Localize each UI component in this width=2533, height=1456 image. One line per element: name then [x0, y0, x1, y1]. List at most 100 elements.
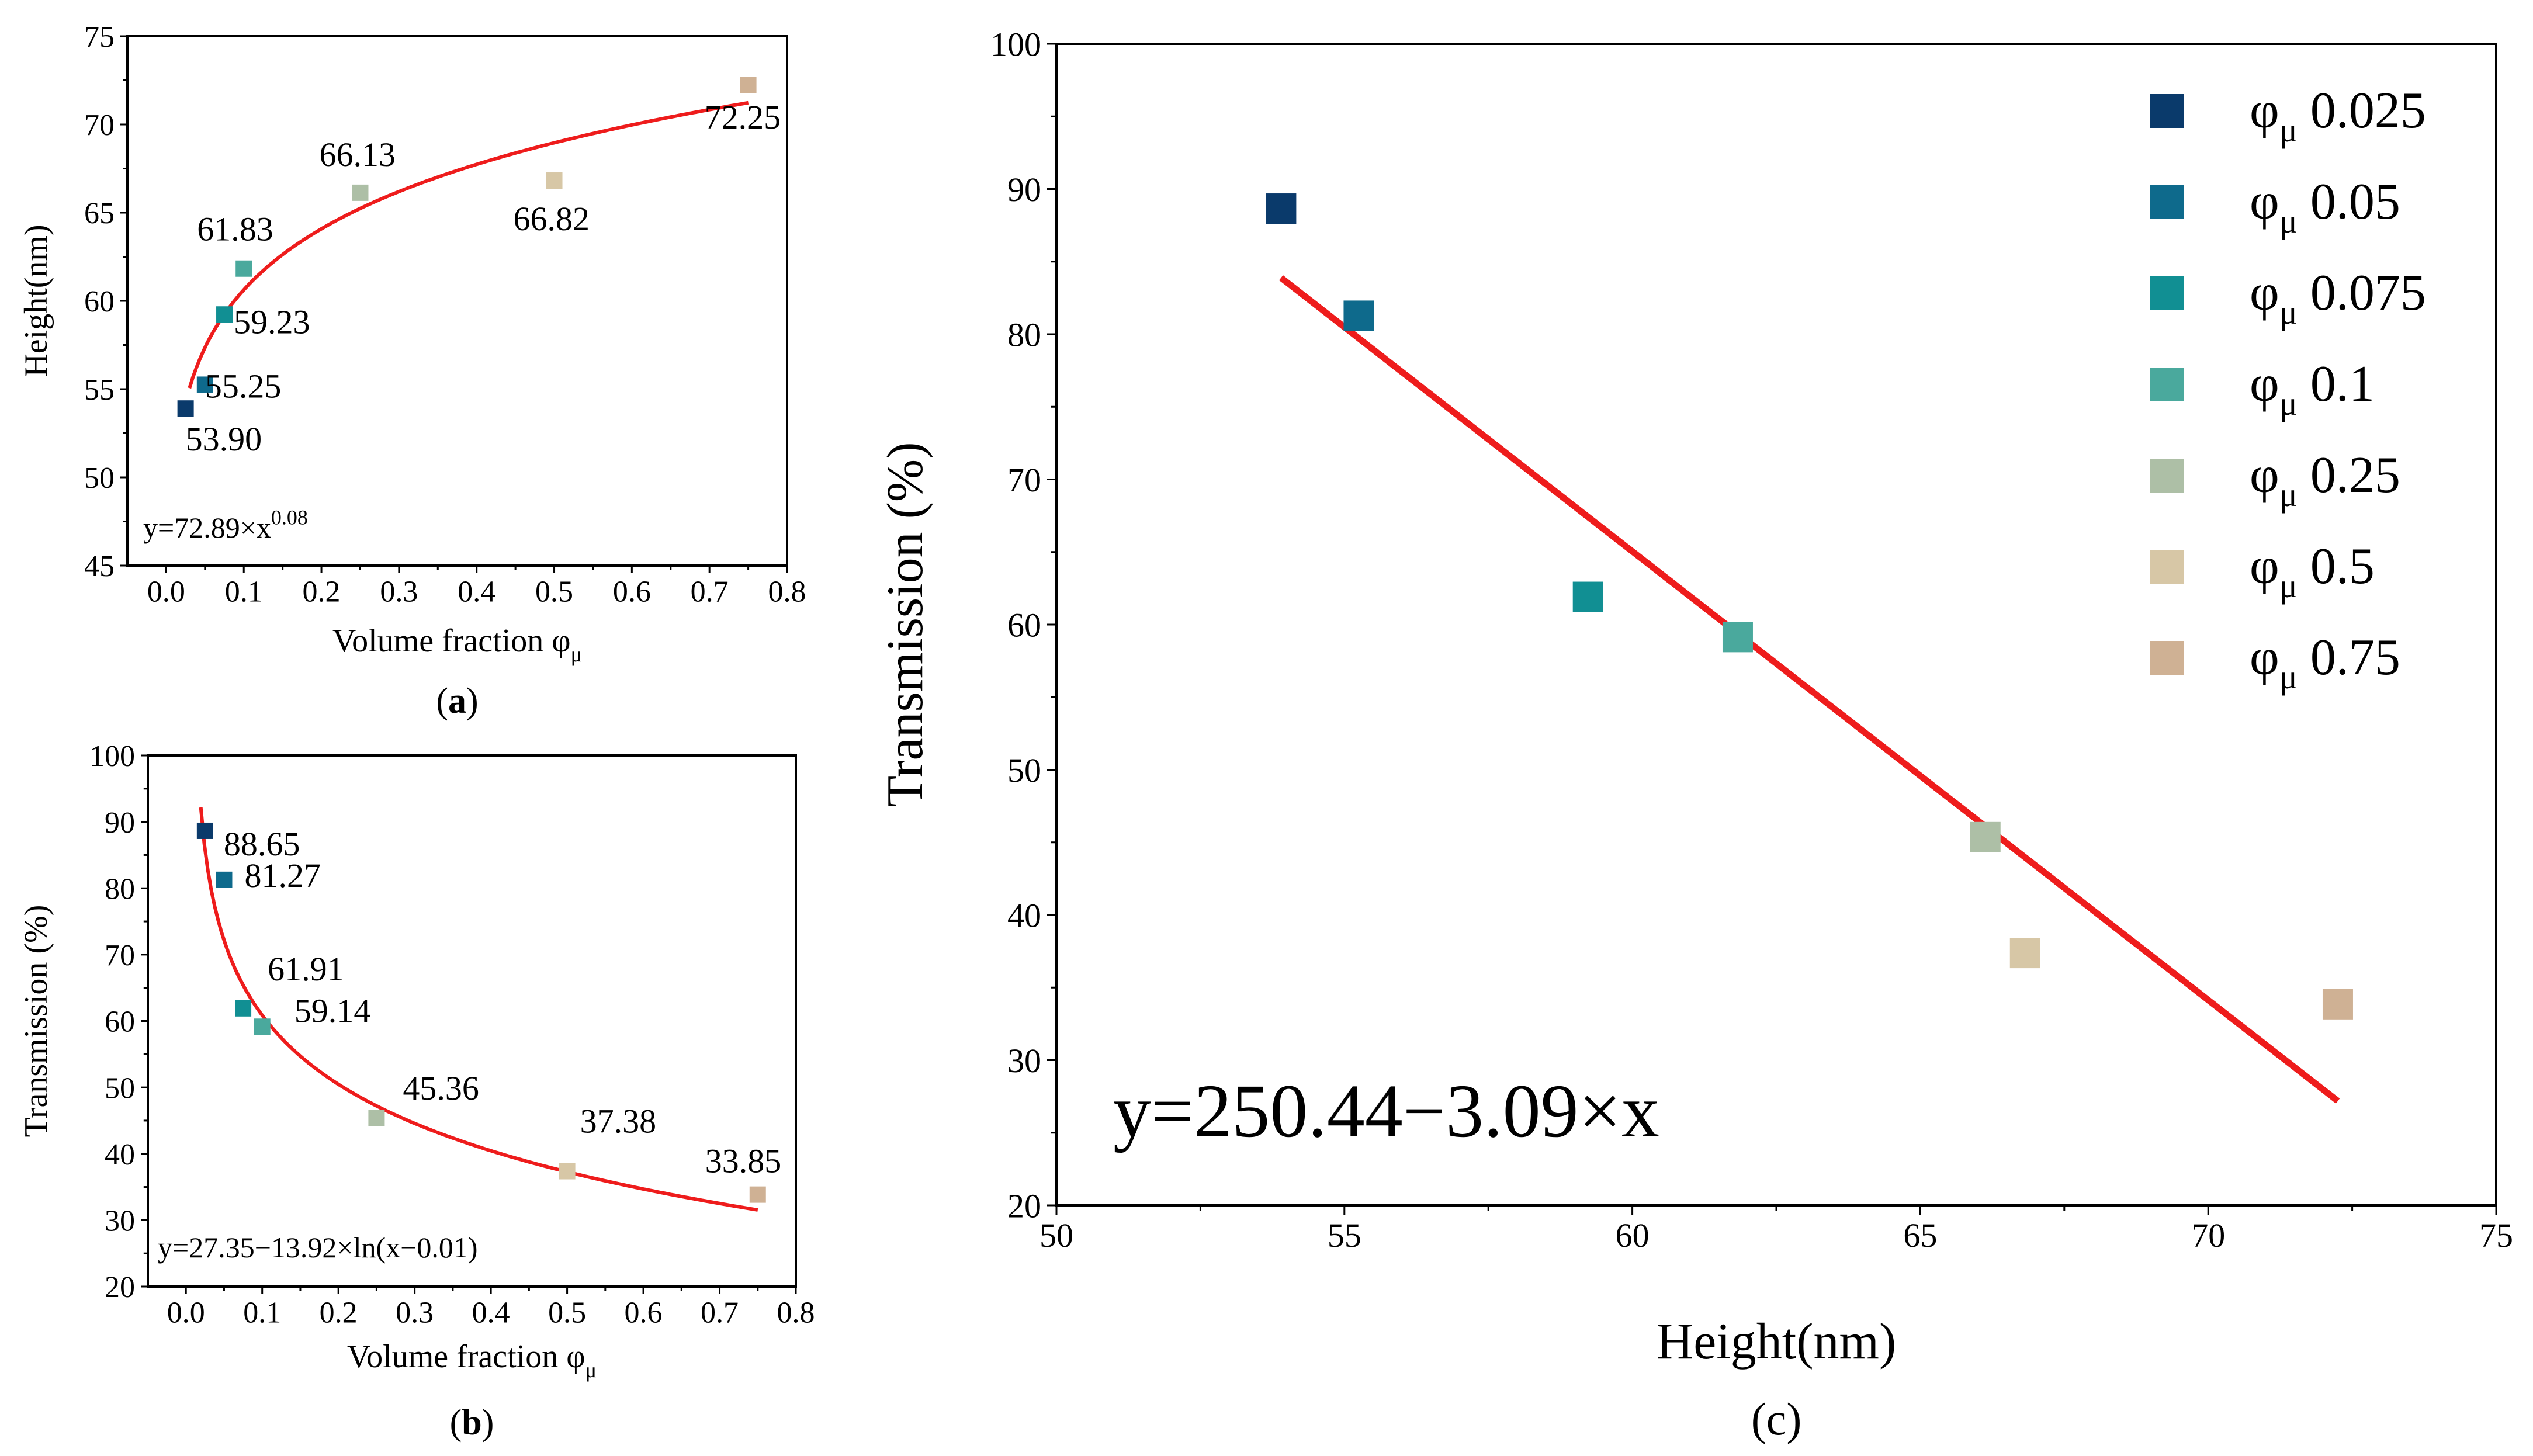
x-tick-label: 0.7 [701, 1296, 739, 1329]
x-tick-label: 50 [1039, 1216, 1073, 1254]
data-point [368, 1110, 385, 1126]
data-label: 81.27 [244, 857, 321, 895]
fit-equation-text: y=250.44−3.09×x [1113, 1069, 1659, 1153]
x-axis-label: Volume fraction φμ [347, 1339, 597, 1382]
data-point [196, 376, 213, 393]
y-tick-label: 80 [105, 872, 135, 906]
panel-label-close: ) [482, 1403, 494, 1443]
data-point [1343, 300, 1374, 331]
y-tick-label: 50 [1007, 751, 1041, 789]
x-tick-label: 0.8 [768, 575, 806, 608]
x-tick-label: 0.8 [777, 1296, 815, 1329]
x-tick-label: 0.6 [613, 575, 651, 608]
data-point [254, 1018, 271, 1035]
legend-value: 0.75 [2310, 629, 2400, 686]
x-tick-label: 0.5 [535, 575, 573, 608]
data-point [1722, 622, 1753, 653]
fit-equation-exponent: 0.08 [271, 506, 308, 529]
x-tick-label: 0.2 [320, 1296, 358, 1329]
data-label: 66.13 [319, 136, 396, 174]
data-point [216, 871, 233, 888]
y-tick-label: 50 [105, 1072, 135, 1105]
legend-swatch [2150, 185, 2184, 219]
legend-subscript: μ [2279, 293, 2298, 331]
x-tick-label: 75 [2479, 1216, 2513, 1254]
legend-swatch [2150, 459, 2184, 493]
panel-label: (c) [1751, 1393, 1802, 1444]
legend-swatch [2150, 276, 2184, 310]
fit-curve [199, 807, 758, 1212]
legend-swatch [2150, 94, 2184, 128]
legend-value: 0.05 [2310, 174, 2400, 230]
panel-label-open: ( [436, 681, 448, 721]
x-axis-label-text: Volume fraction φ [332, 623, 571, 659]
y-tick-label: 70 [84, 109, 115, 142]
y-axis-label: Transmission (%) [877, 442, 934, 807]
panel-label: (a) [436, 681, 478, 721]
legend-symbol: φ [2250, 356, 2279, 412]
y-tick-label: 20 [105, 1271, 135, 1304]
data-label: 88.65 [224, 825, 300, 863]
x-axis-label: Volume fraction φμ [332, 623, 582, 666]
panel-label-close: ) [466, 681, 479, 721]
fit-equation: y=27.35−13.92×ln(x−0.01) [158, 1231, 478, 1264]
legend-value: 0.5 [2310, 538, 2375, 595]
x-tick-label: 65 [1903, 1216, 1937, 1254]
fit-equation: y=72.89×x0.08 [143, 506, 308, 545]
data-label: 61.91 [268, 950, 344, 988]
plot-frame [126, 35, 788, 567]
data-point [749, 1186, 766, 1203]
legend-label: φμ 0.05 [2250, 174, 2400, 240]
panel-label-letter: b [462, 1403, 481, 1443]
data-point [2322, 989, 2353, 1020]
x-tick-label: 0.1 [243, 1296, 281, 1329]
legend-label: φμ 0.1 [2250, 356, 2375, 422]
x-tick-label: 0.0 [167, 1296, 205, 1329]
data-label: 33.85 [705, 1142, 782, 1180]
y-axis-label: Transmission (%) [18, 905, 54, 1138]
chart-panel-a: 0.0 0.1 0.2 0.3 0.4 0.5 0.6 0.7 0.8 45 50 55 60 65 70 7… [18, 20, 806, 721]
x-tick-label: 0.3 [396, 1296, 434, 1329]
panel-label-letter: a [448, 681, 466, 721]
x-axis-label: Height(nm) [1657, 1313, 1897, 1370]
data-point [1572, 581, 1603, 612]
legend-symbol: φ [2250, 174, 2279, 230]
y-tick-label: 70 [1007, 461, 1041, 499]
legend-subscript: μ [2279, 658, 2298, 696]
x-axis-label-subscript: μ [585, 1358, 597, 1382]
y-tick-label: 45 [84, 550, 115, 583]
data-label: 66.82 [514, 200, 590, 238]
x-tick-label: 0.3 [380, 575, 418, 608]
data-label: 53.90 [186, 420, 262, 458]
x-tick-label: 0.4 [458, 575, 495, 608]
data-label: 59.23 [234, 303, 310, 341]
y-tick-label: 30 [105, 1205, 135, 1238]
chart-panel-c: 50 55 60 65 70 75 20 30 40 50 60 70 80 90 100 Height(nm… [877, 25, 2513, 1444]
y-tick-label: 60 [1007, 606, 1041, 644]
y-tick-label: 100 [990, 25, 1041, 63]
legend-swatch [2150, 641, 2184, 675]
y-tick-label: 65 [84, 197, 115, 230]
legend-swatch [2150, 368, 2184, 401]
y-tick-label: 55 [84, 373, 115, 407]
fit-equation-text: y=27.35−13.92×ln(x−0.01) [158, 1231, 478, 1264]
panel-label: (b) [450, 1403, 494, 1443]
x-tick-label: 0.5 [548, 1296, 586, 1329]
panel-label-open: ( [1751, 1393, 1766, 1444]
data-label: 61.83 [197, 210, 273, 248]
legend-subscript: μ [2279, 476, 2298, 514]
data-label: 59.14 [294, 992, 371, 1029]
panel-label-letter: c [1766, 1393, 1787, 1444]
fit-curve [1279, 275, 2340, 1104]
data-point [235, 260, 252, 277]
panel-label-open: ( [450, 1403, 462, 1443]
y-tick-label: 70 [105, 939, 135, 972]
data-point [196, 822, 213, 839]
data-point [1970, 821, 2001, 852]
x-tick-label: 0.2 [303, 575, 341, 608]
fit-curve [188, 100, 749, 389]
x-tick-label: 0.1 [225, 575, 263, 608]
data-label: 37.38 [580, 1103, 657, 1140]
legend-subscript: μ [2279, 567, 2298, 605]
